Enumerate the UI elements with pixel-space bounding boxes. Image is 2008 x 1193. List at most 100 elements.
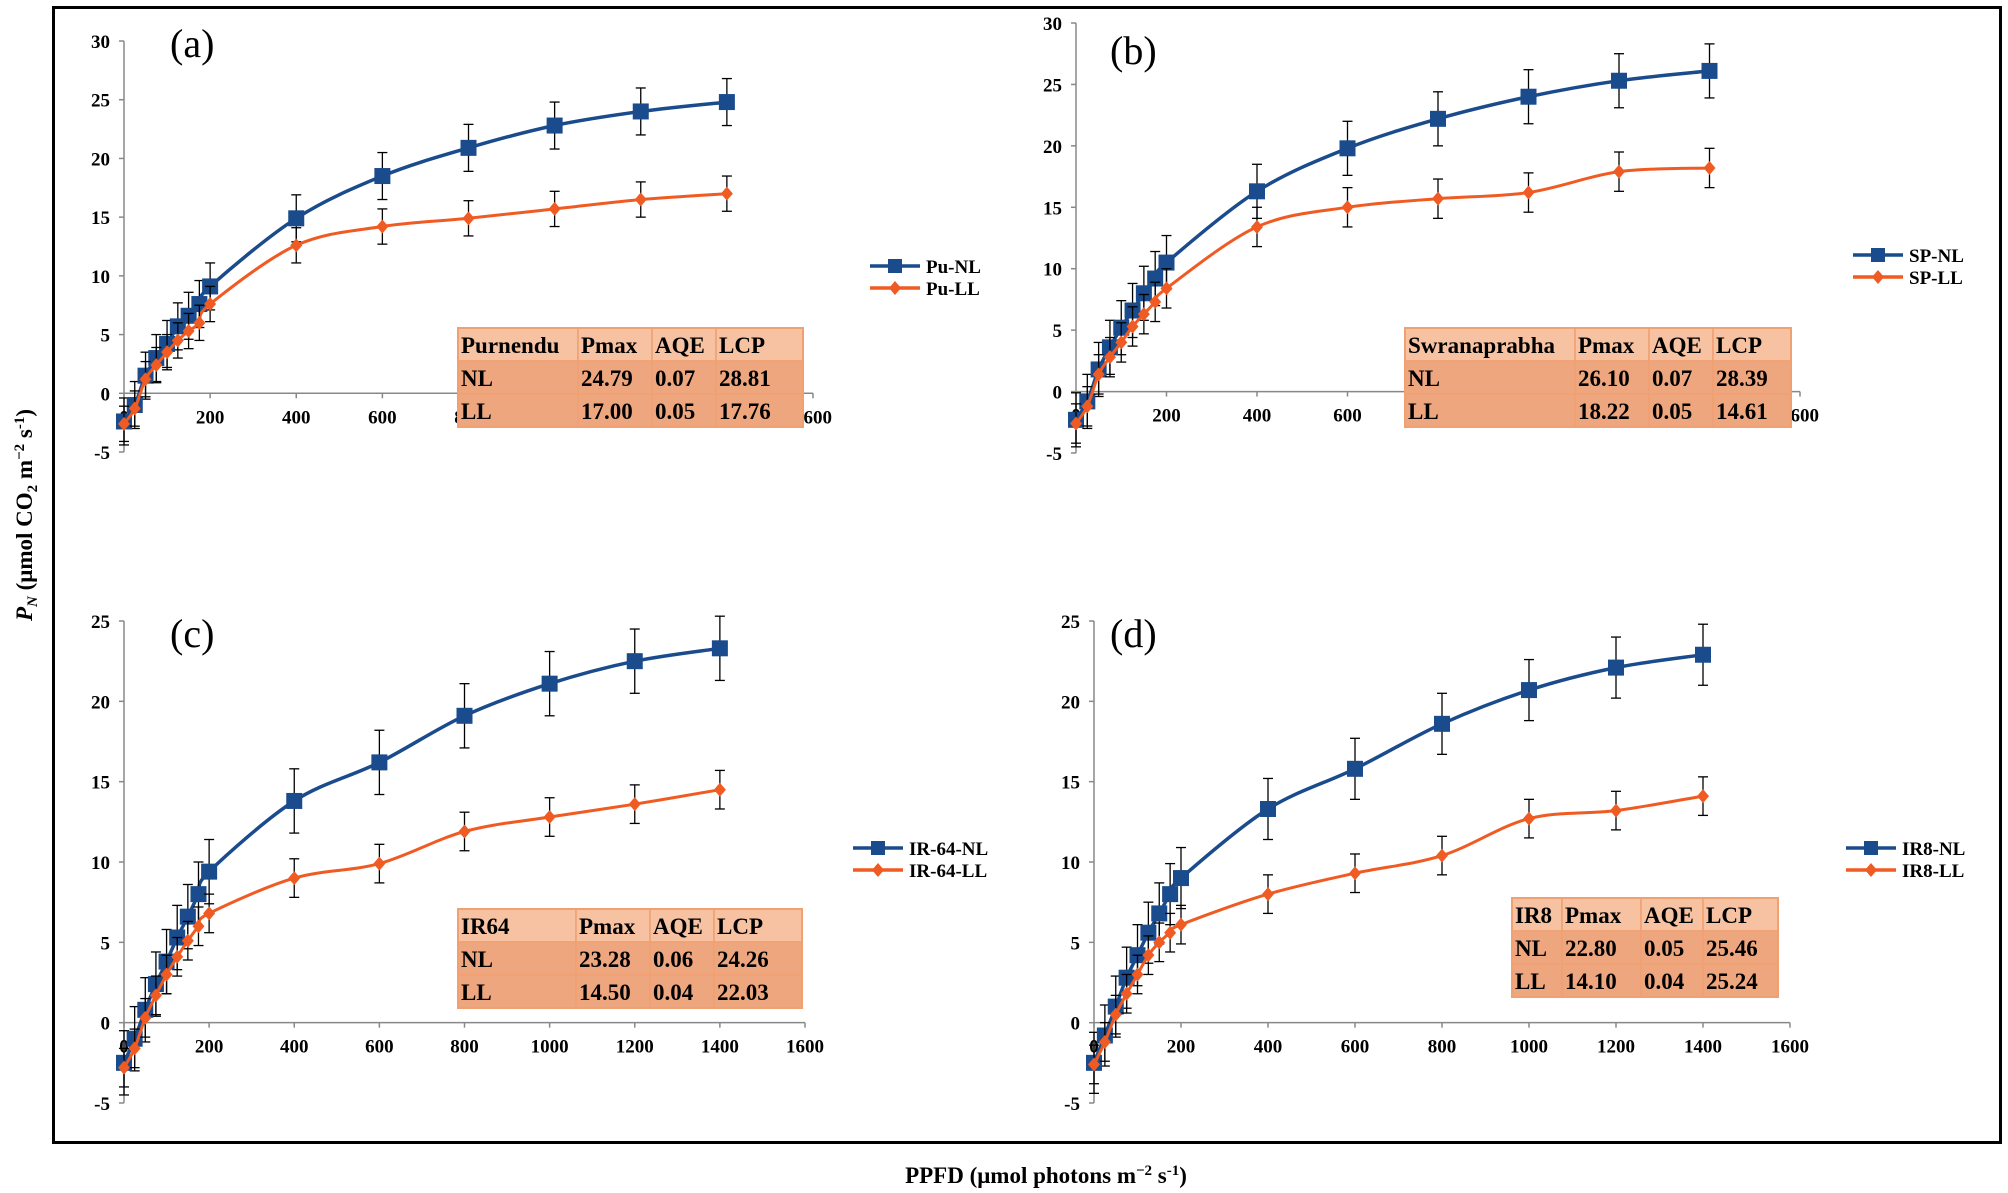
data-point-square — [546, 117, 563, 134]
y-tick-label: 20 — [91, 692, 110, 713]
y-tick-label: 30 — [1043, 14, 1062, 35]
data-point-diamond — [203, 906, 216, 921]
table-cell — [713, 974, 803, 1009]
data-point-diamond — [713, 782, 726, 797]
y-tick-label: 0 — [1071, 1014, 1081, 1035]
table-cell-text: NL — [1408, 366, 1440, 391]
data-point-diamond — [1432, 191, 1444, 206]
table-cell — [651, 393, 717, 428]
legend-label: IR-64-NL — [909, 839, 988, 860]
x-tick-label: 400 — [282, 407, 311, 428]
y-tick-label: 30 — [91, 32, 110, 53]
figure-frame — [52, 6, 2002, 1144]
table-cell-text: 0.05 — [655, 399, 695, 424]
data-point-diamond — [458, 824, 471, 839]
data-point-diamond — [288, 871, 301, 886]
legend-label: Pu-LL — [926, 279, 980, 300]
y-tick-label: 25 — [1061, 612, 1080, 633]
data-point-diamond — [118, 416, 130, 431]
data-point-square — [1135, 285, 1152, 302]
table-cell-text: Pmax — [579, 914, 636, 939]
x-tick-label: 1400 — [701, 1037, 739, 1058]
data-point-diamond — [1341, 200, 1354, 215]
table-cell — [457, 908, 577, 943]
y-tick-label: 5 — [1053, 321, 1063, 342]
data-point-diamond — [1436, 848, 1448, 863]
legend-label: SP-NL — [1909, 246, 1964, 267]
table-border — [1511, 897, 1779, 998]
panel-3: -505101520250200400600800100012001400160… — [1061, 611, 1965, 1115]
data-point-square — [201, 863, 218, 880]
x-tick-label: 200 — [1152, 406, 1181, 427]
table-cell-text: 0.06 — [653, 947, 693, 972]
data-point-square — [179, 908, 196, 925]
table-cell — [649, 974, 715, 1009]
panel-label: (c) — [170, 611, 214, 656]
panel-label: (a) — [170, 21, 214, 66]
legend-marker — [1872, 270, 1884, 284]
data-point-diamond — [543, 810, 556, 825]
legend-marker — [889, 281, 901, 295]
data-point-diamond — [1153, 935, 1166, 950]
data-point-diamond — [1160, 281, 1173, 296]
data-point-diamond — [373, 856, 386, 871]
data-point-diamond — [1109, 1007, 1122, 1022]
table-cell-text: 0.07 — [1652, 366, 1692, 391]
table-cell-text: 0.04 — [1644, 969, 1685, 994]
legend-label: IR-64-LL — [909, 861, 987, 882]
x-tick-label: 400 — [1254, 1037, 1283, 1058]
data-point-square — [1339, 140, 1356, 157]
data-point-diamond — [1349, 866, 1361, 881]
data-point-square — [1249, 183, 1265, 200]
data-point-diamond — [181, 933, 194, 948]
x-tick-label: 1200 — [1597, 1037, 1635, 1058]
data-point-diamond — [160, 967, 173, 982]
data-point-square — [374, 168, 391, 185]
table-cell — [1702, 930, 1779, 965]
legend-label: SP-LL — [1909, 268, 1963, 289]
table-cell-text: 22.03 — [717, 980, 769, 1005]
panel-1: -505101520253002004006008001000120014001… — [1043, 14, 1964, 465]
legend-marker — [1864, 841, 1878, 855]
x-tick-label: 400 — [280, 1037, 309, 1058]
data-point-square — [1434, 715, 1450, 732]
y-tick-label: 10 — [91, 853, 110, 874]
table-cell-text: 17.00 — [581, 399, 633, 424]
panel-0: -505101520253002004006008001000120014001… — [91, 21, 981, 464]
table-cell-text: AQE — [1652, 333, 1702, 358]
data-point-square — [1608, 659, 1624, 676]
data-point-diamond — [1262, 887, 1274, 902]
data-point-square — [1162, 886, 1179, 903]
table-cell — [1702, 963, 1779, 998]
table-cell — [1640, 963, 1704, 998]
parameter-table: Purnendu Pmax AQE LCP NL 24.79 0.07 28.81 LL 17.0… — [457, 327, 804, 428]
data-point-diamond — [1092, 367, 1105, 382]
data-point-diamond — [1088, 1057, 1100, 1072]
data-point-diamond — [720, 186, 733, 201]
table-cell-text: AQE — [1644, 903, 1694, 928]
table-cell-text: 0.05 — [1652, 399, 1692, 424]
data-point-diamond — [1522, 185, 1535, 200]
table-cell-text: LL — [1515, 969, 1546, 994]
legend-marker — [871, 841, 885, 855]
x-tick-label: 1000 — [531, 1037, 569, 1058]
x-tick-label: 1200 — [616, 1037, 654, 1058]
x-tick-label: 800 — [1428, 1037, 1457, 1058]
table-cell — [1648, 327, 1714, 362]
data-point-square — [1347, 760, 1363, 777]
table-cell — [715, 327, 804, 362]
table-cell-text: IR64 — [461, 914, 510, 939]
data-point-square — [1430, 110, 1446, 127]
data-point-square — [1260, 800, 1276, 817]
data-point-square — [1611, 72, 1627, 89]
table-cell-text: LCP — [1716, 333, 1762, 358]
data-point-diamond — [128, 1041, 141, 1056]
data-point-diamond — [634, 192, 647, 207]
table-cell-text: LL — [461, 399, 492, 424]
y-tick-label: 15 — [1061, 773, 1080, 794]
table-cell — [649, 941, 715, 976]
y-tick-label: 20 — [1061, 692, 1080, 713]
table-cell-text: LL — [1408, 399, 1439, 424]
table-cell-text: Purnendu — [461, 333, 560, 358]
